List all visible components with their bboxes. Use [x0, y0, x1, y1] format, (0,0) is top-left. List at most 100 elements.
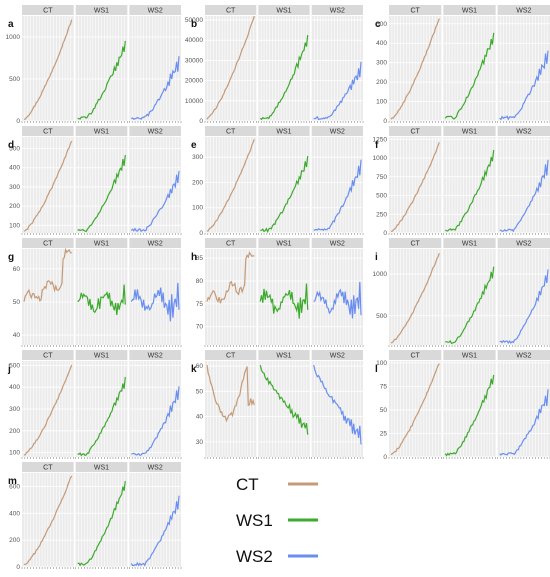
facet-ws2: WS2 — [129, 350, 182, 459]
panel-letter: b — [191, 19, 197, 30]
series-line-ws1 — [445, 149, 495, 232]
series-line-ct — [206, 139, 255, 232]
y-tick-label: 200 — [9, 428, 20, 435]
facet-strip-label: CT — [410, 353, 420, 360]
facet-strip — [311, 350, 363, 360]
facet-strip — [443, 238, 496, 248]
series-line-ct — [206, 364, 255, 423]
series-line-ws1 — [77, 155, 126, 233]
facet-ws2: WS2 — [129, 462, 182, 569]
facet-strip — [389, 238, 442, 248]
series-line-ws2 — [313, 159, 362, 232]
y-tick-label: 40 — [13, 332, 21, 339]
facet-strip-label: WS2 — [330, 129, 345, 136]
series-line-ws2 — [313, 281, 362, 319]
facet-ct: CT — [388, 238, 442, 347]
facet-ws2: WS2 — [497, 5, 550, 123]
panel-letter: f — [375, 140, 379, 151]
facet-strip-label: CT — [226, 8, 236, 15]
y-tick-label: 40000 — [185, 37, 203, 44]
panel-letter: d — [8, 140, 14, 151]
facet-ct: CT — [388, 350, 442, 459]
facet-ct: CT — [388, 5, 442, 123]
series-line-ws2 — [499, 50, 549, 121]
facet-strip-label: WS2 — [330, 8, 345, 15]
series-line-ws1 — [445, 266, 495, 345]
facet-ct: CT — [21, 350, 74, 459]
facet-ct: CT — [204, 238, 257, 347]
facet-strip — [75, 238, 128, 248]
facet-strip-label: CT — [43, 353, 53, 360]
series-line-ws1 — [77, 40, 126, 120]
y-tick-label: 500 — [376, 21, 387, 28]
facet-ct: CT — [204, 5, 257, 123]
series-line-ct — [23, 475, 73, 566]
y-tick-label: 100 — [376, 99, 387, 106]
facet-ws1: WS1 — [258, 238, 310, 347]
facet-strip-label: WS1 — [94, 465, 109, 472]
facet-strip — [129, 5, 181, 15]
facet-strip-label: WS2 — [148, 241, 163, 248]
y-tick-label: 75 — [380, 383, 388, 390]
facet-strip-label: WS1 — [276, 241, 291, 248]
series-line-ct — [23, 19, 73, 120]
facet-strip — [75, 126, 128, 136]
y-tick-label: 100 — [376, 360, 387, 367]
y-tick-label: 0 — [383, 118, 387, 125]
facet-strip — [258, 238, 310, 248]
facet-ws2: WS2 — [129, 126, 182, 235]
y-tick-label: 25 — [380, 430, 388, 437]
facet-strip — [205, 350, 257, 360]
facet-strip-label: CT — [43, 465, 53, 472]
y-tick-label: 500 — [9, 146, 20, 153]
y-tick-label: 30 — [196, 439, 204, 446]
panel-f: f 0 250 500 750 1000 1250 CT WS1 WS2 — [373, 126, 550, 237]
facet-strip — [75, 5, 128, 15]
facet-strip-label: WS1 — [276, 8, 291, 15]
facet-strip-label: WS1 — [462, 241, 477, 248]
facet-strip-label: WS2 — [330, 353, 345, 360]
panel-letter: i — [375, 252, 378, 263]
series-line-ws2 — [313, 61, 362, 121]
y-tick-label: 400 — [376, 40, 387, 47]
y-tick-label: 10000 — [185, 98, 203, 105]
facet-strip — [497, 5, 550, 15]
series-line-ct — [206, 251, 255, 304]
panel-c: c 0 100 200 300 400 500 CT WS1 WS2 — [375, 5, 550, 125]
series-line-ws2 — [313, 364, 362, 445]
y-tick-label: 200 — [9, 537, 20, 544]
facet-ct: CT — [204, 350, 257, 459]
facet-strip-label: CT — [226, 241, 236, 248]
facet-strip-label: WS2 — [148, 8, 163, 15]
facet-strip — [389, 5, 442, 15]
facet-strip — [75, 462, 128, 472]
facet-strip — [205, 238, 257, 248]
facet-strip — [389, 126, 442, 136]
series-line-ws1 — [259, 283, 309, 319]
y-tick-label: 40 — [196, 414, 204, 421]
facet-ct: CT — [204, 126, 257, 235]
facet-ws2: WS2 — [129, 5, 182, 123]
series-line-ws1 — [444, 374, 495, 457]
facet-strip-label: WS1 — [462, 129, 477, 136]
facet-strip-label: WS1 — [94, 353, 109, 360]
y-tick-label: 500 — [9, 362, 20, 369]
facet-strip-label: WS2 — [148, 129, 163, 136]
facet-strip-label: WS2 — [516, 241, 531, 248]
series-line-ct — [390, 142, 440, 232]
panel-h: h 70 75 80 85 CT WS1 WS2 — [191, 238, 364, 347]
facet-strip — [205, 5, 257, 15]
y-tick-label: 70 — [196, 324, 204, 331]
y-tick-label: 50 — [13, 299, 21, 306]
facet-strip — [22, 238, 74, 248]
y-tick-label: 0 — [16, 564, 20, 571]
facet-strip-label: CT — [43, 241, 53, 248]
panel-letter: c — [375, 19, 381, 30]
series-line-ct — [390, 253, 440, 344]
facet-strip-label: WS2 — [516, 353, 531, 360]
facet-ws1: WS1 — [258, 126, 310, 235]
y-tick-label: 300 — [192, 154, 203, 161]
facet-strip — [443, 5, 496, 15]
panel-k: k 30 40 50 60 CT WS1 WS2 — [191, 350, 364, 459]
facet-strip — [497, 238, 550, 248]
